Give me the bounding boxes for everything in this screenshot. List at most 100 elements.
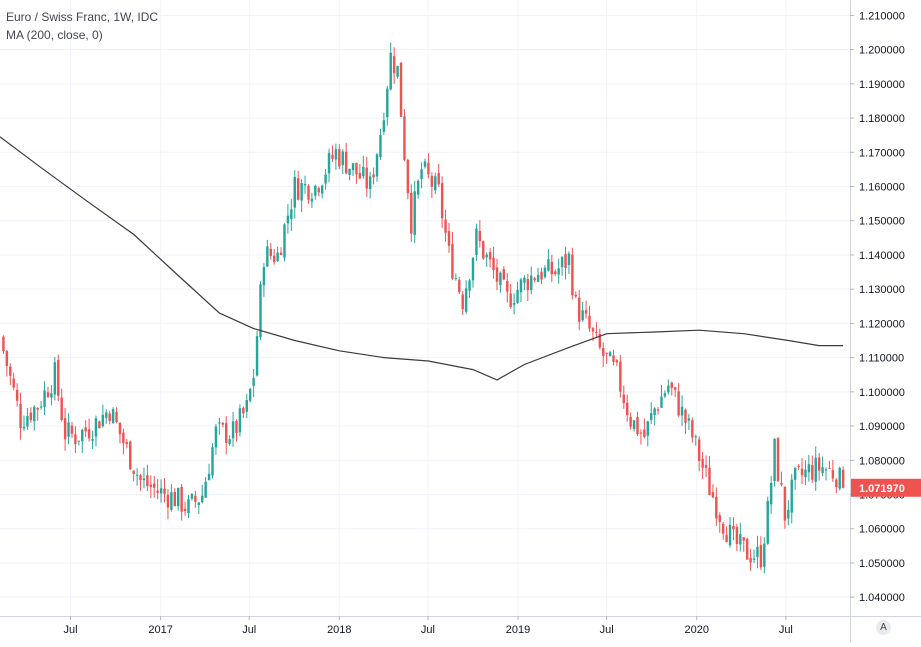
candle-body bbox=[63, 418, 67, 440]
candle-body bbox=[125, 442, 129, 445]
candle-body bbox=[87, 429, 91, 439]
candle-body bbox=[358, 173, 362, 179]
candle-body bbox=[135, 474, 139, 476]
candle-body bbox=[454, 278, 458, 280]
candle-body bbox=[697, 439, 701, 462]
candle-body bbox=[118, 422, 122, 435]
candle-body bbox=[434, 176, 437, 191]
y-tick-label: 1.190000 bbox=[859, 79, 905, 91]
candle-body bbox=[324, 174, 327, 184]
candle-body bbox=[362, 166, 365, 177]
x-tick-label: Jul bbox=[600, 624, 614, 636]
candle-body bbox=[595, 332, 598, 334]
candle-body bbox=[153, 483, 156, 488]
candle-body bbox=[533, 278, 536, 281]
candle-body bbox=[584, 310, 588, 314]
candle-body bbox=[413, 191, 416, 235]
candle-body bbox=[416, 180, 420, 195]
candle-body bbox=[218, 422, 221, 424]
candle-body bbox=[379, 135, 382, 158]
candle-body bbox=[811, 465, 814, 480]
candle-body bbox=[314, 185, 317, 196]
candle-body bbox=[506, 281, 509, 292]
candle-body bbox=[269, 248, 272, 256]
candle-body bbox=[163, 488, 166, 494]
candle-body bbox=[694, 436, 697, 438]
candle-body bbox=[440, 182, 444, 219]
y-tick-label: 1.120000 bbox=[859, 318, 905, 330]
candle-body bbox=[91, 439, 94, 441]
candle-body bbox=[612, 355, 615, 362]
chart-legend: Euro / Swiss Franc, 1W, IDC MA (200, clo… bbox=[6, 8, 158, 44]
candle-body bbox=[663, 393, 667, 397]
candle-body bbox=[26, 415, 29, 427]
candle-body bbox=[464, 288, 468, 312]
candle-body bbox=[266, 246, 269, 267]
candle-body bbox=[684, 409, 687, 423]
candle-body bbox=[70, 425, 74, 434]
candle-body bbox=[132, 470, 135, 475]
y-tick-label: 1.050000 bbox=[859, 558, 905, 570]
candle-body bbox=[36, 408, 39, 410]
candle-body bbox=[619, 361, 622, 392]
candle-body bbox=[235, 420, 238, 434]
y-tick-label: 1.160000 bbox=[859, 182, 905, 194]
candle-body bbox=[475, 228, 478, 255]
candle-body bbox=[447, 231, 451, 246]
candle-body bbox=[841, 470, 845, 488]
candle-body bbox=[108, 413, 111, 421]
candle-body bbox=[389, 52, 392, 90]
candle-body bbox=[159, 488, 163, 494]
candle-body bbox=[166, 494, 170, 508]
candle-body bbox=[649, 413, 653, 420]
candle-body bbox=[732, 525, 735, 530]
candle-body bbox=[783, 486, 787, 521]
candle-body bbox=[399, 62, 403, 117]
candle-body bbox=[194, 495, 197, 502]
candle-body bbox=[461, 294, 464, 310]
candle-body bbox=[50, 393, 53, 398]
candle-body bbox=[190, 493, 194, 499]
candle-body bbox=[653, 408, 656, 416]
candle-body bbox=[554, 271, 557, 274]
candle-body bbox=[468, 280, 471, 291]
candle-body bbox=[574, 294, 578, 297]
candle-body bbox=[272, 255, 276, 262]
candle-body bbox=[331, 154, 334, 159]
candle-body bbox=[228, 439, 231, 444]
candle-body bbox=[139, 475, 142, 481]
candle-body bbox=[423, 161, 427, 167]
candle-body bbox=[622, 394, 626, 404]
auto-scale-button[interactable]: A bbox=[876, 620, 891, 635]
candle-body bbox=[122, 432, 125, 444]
candle-body bbox=[290, 209, 293, 220]
ma-indicator-label[interactable]: MA (200, close, 0) bbox=[6, 28, 103, 42]
candle-body bbox=[807, 464, 811, 473]
candle-body bbox=[670, 382, 673, 388]
candle-body bbox=[745, 538, 749, 560]
y-tick-label: 1.200000 bbox=[859, 45, 905, 57]
candle-body bbox=[214, 426, 218, 448]
candle-body bbox=[46, 392, 50, 398]
candle-body bbox=[327, 152, 331, 174]
candle-body bbox=[262, 267, 266, 286]
candle-body bbox=[255, 336, 259, 376]
x-tick-label: 2018 bbox=[327, 624, 351, 636]
candle-body bbox=[787, 509, 790, 519]
candle-body bbox=[530, 275, 533, 291]
candle-body bbox=[101, 414, 105, 427]
candle-body bbox=[547, 259, 550, 271]
candle-body bbox=[817, 457, 821, 471]
candle-body bbox=[478, 230, 482, 242]
candle-body bbox=[821, 467, 824, 474]
candle-body bbox=[29, 412, 33, 421]
candle-body bbox=[293, 176, 296, 208]
candle-body bbox=[790, 479, 793, 513]
candle-body bbox=[310, 198, 314, 202]
candle-body bbox=[656, 409, 660, 411]
candle-body bbox=[739, 534, 742, 545]
candle-body bbox=[242, 407, 245, 414]
candle-body bbox=[67, 422, 70, 437]
